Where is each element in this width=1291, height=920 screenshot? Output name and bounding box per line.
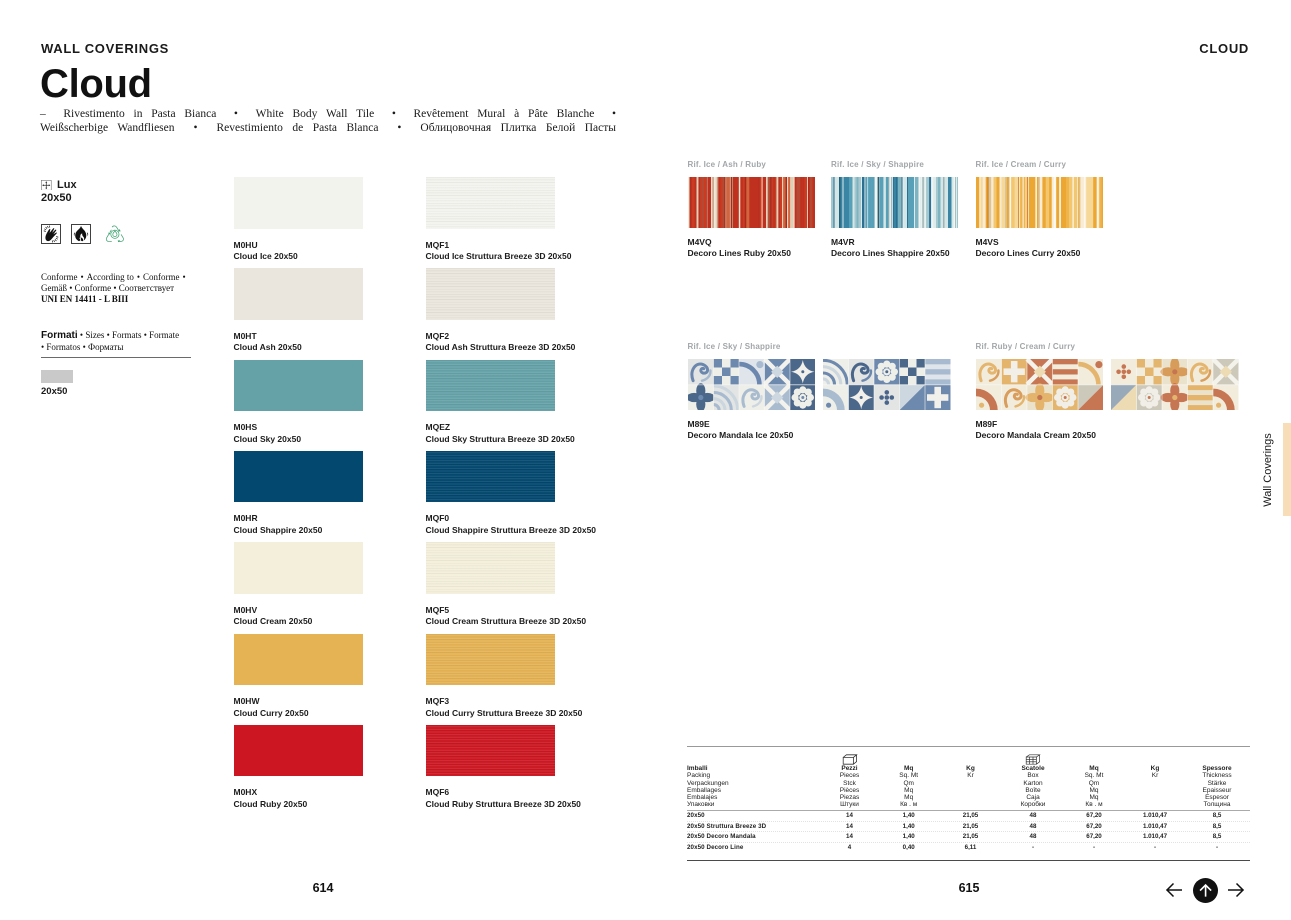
svg-text:1: 1 [78, 237, 81, 243]
